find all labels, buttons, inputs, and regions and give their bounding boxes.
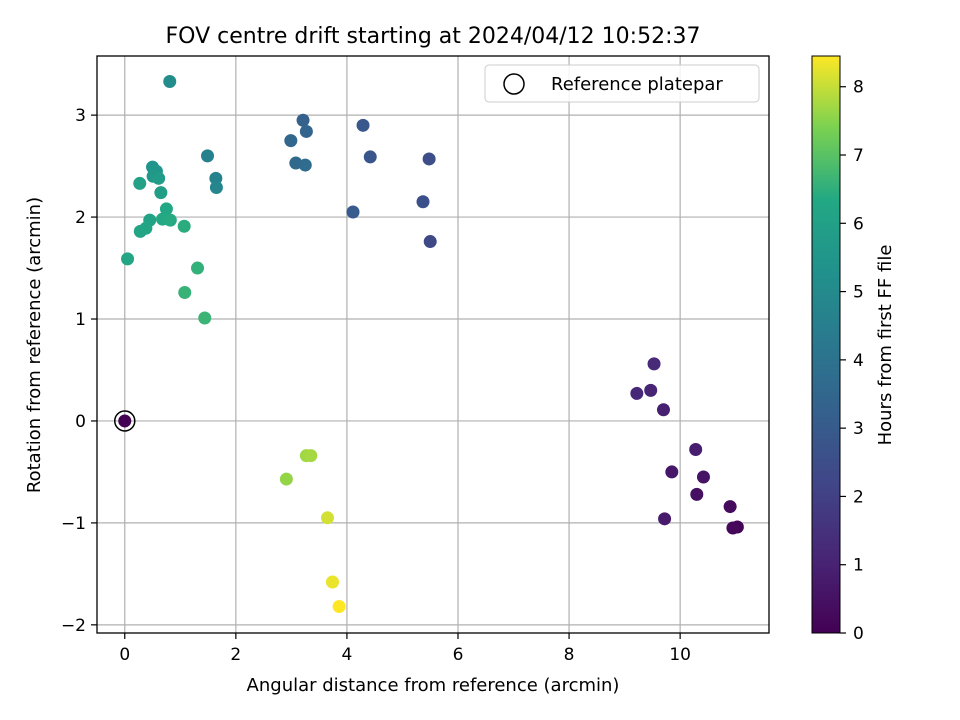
reference-marker — [114, 410, 136, 432]
data-point — [296, 113, 310, 127]
data-point — [152, 171, 166, 185]
data-point — [209, 181, 223, 195]
data-point — [298, 158, 312, 172]
data-point — [133, 176, 147, 190]
data-point — [630, 386, 644, 400]
y-tick-label: 2 — [75, 208, 86, 228]
data-point — [332, 599, 346, 613]
x-tick-label: 10 — [669, 645, 691, 665]
colorbar-ticks: 0 1 2 3 4 5 6 7 8 — [840, 78, 864, 644]
colorbar-tick-label: 2 — [853, 487, 864, 507]
legend: Reference platepar — [484, 64, 760, 103]
data-point — [118, 414, 132, 428]
x-tick-label: 2 — [230, 645, 241, 665]
legend-reference-marker-icon — [503, 73, 525, 95]
data-point — [139, 221, 153, 235]
y-axis-ticks: −2 −1 0 1 2 3 — [61, 106, 97, 636]
y-tick-label: 0 — [75, 412, 86, 432]
legend-box — [484, 64, 760, 103]
data-point — [191, 261, 205, 275]
x-axis-label: Angular distance from reference (arcmin) — [247, 675, 620, 696]
data-point — [696, 470, 710, 484]
colorbar-label: Hours from first FF file — [875, 245, 896, 446]
plot-area-frame — [96, 55, 770, 634]
colorbar-tick-label: 7 — [853, 146, 864, 166]
data-point — [209, 171, 223, 185]
data-point — [198, 311, 212, 325]
data-point — [163, 213, 177, 227]
data-point — [320, 511, 334, 525]
reference-point-marker — [114, 410, 136, 432]
y-axis-label: Rotation from reference (arcmin) — [24, 197, 45, 493]
data-point — [689, 443, 703, 457]
x-tick-label: 4 — [342, 645, 353, 665]
colorbar-tick-label: 1 — [853, 556, 864, 576]
data-point — [665, 465, 679, 479]
x-tick-label: 8 — [564, 645, 575, 665]
colorbar-gradient — [811, 55, 841, 634]
data-point — [726, 521, 740, 535]
data-point — [356, 118, 370, 132]
colorbar-tick-label: 0 — [853, 624, 864, 644]
y-tick-label: 3 — [75, 106, 86, 126]
y-tick-label: −1 — [61, 514, 86, 534]
data-point — [422, 152, 436, 166]
data-point — [178, 286, 192, 300]
data-point — [304, 449, 318, 463]
data-point — [423, 235, 437, 249]
data-point — [658, 512, 672, 526]
legend-label: Reference platepar — [551, 74, 723, 95]
data-point — [647, 357, 661, 371]
data-point — [163, 74, 177, 88]
data-point — [177, 219, 191, 233]
chart-title: FOV centre drift starting at 2024/04/12 … — [166, 24, 701, 49]
colorbar-tick-label: 4 — [853, 351, 864, 371]
data-point — [325, 575, 339, 589]
data-points — [118, 74, 744, 613]
colorbar-tick-label: 5 — [853, 283, 864, 303]
data-point — [284, 134, 298, 148]
y-tick-label: 1 — [75, 310, 86, 330]
data-point — [723, 500, 737, 514]
data-point — [159, 202, 173, 216]
data-point — [363, 150, 377, 164]
colorbar-tick-label: 3 — [853, 419, 864, 439]
data-point — [656, 403, 670, 417]
x-tick-label: 0 — [119, 645, 130, 665]
data-point — [299, 124, 313, 138]
data-point — [644, 383, 658, 397]
x-axis-ticks: 0 2 4 6 8 10 — [119, 633, 691, 665]
data-point — [201, 149, 215, 163]
data-point — [416, 195, 430, 209]
x-tick-label: 6 — [453, 645, 464, 665]
grid — [97, 56, 769, 633]
data-point — [121, 252, 135, 266]
data-point — [154, 186, 168, 200]
y-tick-label: −2 — [61, 616, 86, 636]
data-point — [279, 472, 293, 486]
data-point — [690, 487, 704, 501]
data-point — [346, 205, 360, 219]
colorbar-tick-label: 6 — [853, 214, 864, 234]
colorbar-tick-label: 8 — [853, 78, 864, 98]
colorbar: 0 1 2 3 4 5 6 7 8 Hours from first FF file — [811, 55, 896, 644]
